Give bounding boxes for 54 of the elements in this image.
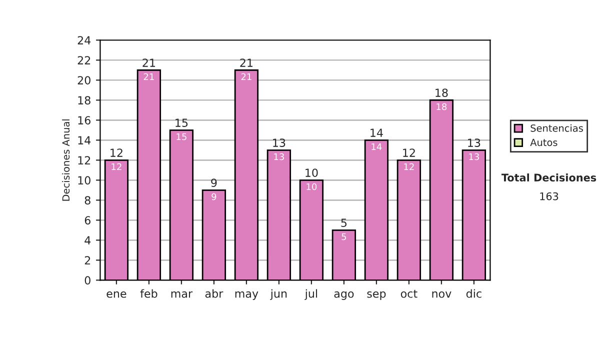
data-label: 12 (404, 163, 414, 170)
x-tick-label: mar (171, 291, 193, 298)
y-tick-label: 22 (78, 56, 90, 64)
x-tick-label: ago (334, 291, 354, 300)
y-tick-label: 2 (84, 256, 90, 264)
data-label: 13 (274, 153, 284, 160)
text: Total Decisiones (501, 173, 596, 182)
data-label: 21 (241, 73, 252, 80)
data-label: 12 (112, 163, 122, 170)
total-label: 9 (211, 178, 217, 187)
data-label: 10 (306, 183, 317, 190)
total-label: 5 (341, 218, 347, 227)
y-tick-label: 16 (78, 116, 90, 125)
x-tick-label: abr (205, 289, 224, 298)
data-label: 5 (342, 233, 346, 240)
y-axis-title: Decisiones Anual (62, 119, 70, 201)
data-label: 9 (212, 193, 216, 200)
x-tick-label: dic (466, 289, 482, 298)
total-label: 12 (110, 148, 122, 157)
data-label: 14 (372, 143, 382, 150)
y-tick-label: 20 (78, 76, 90, 85)
y-tick-label: 18 (78, 96, 90, 105)
y-tick-label: 10 (78, 176, 90, 185)
y-tick-label: 12 (78, 156, 90, 164)
total-label: 12 (403, 148, 415, 157)
x-tick-label: sep (367, 291, 386, 300)
y-tick-label: 8 (84, 196, 90, 205)
data-label: 18 (436, 103, 447, 110)
x-tick-label: nov (432, 291, 452, 298)
data-label: 15 (176, 133, 186, 140)
total-label: 21 (142, 58, 155, 67)
legend-label: Autos (530, 138, 558, 146)
x-tick-label: may (235, 291, 258, 300)
total-label: 15 (176, 118, 188, 127)
total-label: 14 (370, 128, 383, 137)
total-label: 21 (240, 58, 252, 67)
y-tick-label: 0 (84, 276, 90, 285)
data-label: 21 (144, 73, 154, 80)
text: 163 (540, 192, 558, 200)
x-tick-label: jul (304, 289, 318, 300)
data-label: 13 (469, 153, 479, 160)
y-tick-label: 14 (78, 136, 91, 144)
x-tick-label: feb (140, 289, 158, 298)
x-tick-label: ene (106, 291, 126, 298)
total-label: 13 (273, 138, 286, 147)
total-label: 18 (436, 88, 448, 97)
legend-label: Sentencias (530, 124, 583, 132)
x-tick-label: jun (270, 289, 287, 300)
total-label: 13 (468, 138, 480, 147)
y-tick-label: 4 (84, 236, 91, 244)
total-label: 10 (306, 168, 318, 177)
y-tick-label: 24 (78, 36, 91, 44)
x-tick-label: oct (400, 290, 418, 298)
y-tick-label: 6 (84, 216, 90, 225)
